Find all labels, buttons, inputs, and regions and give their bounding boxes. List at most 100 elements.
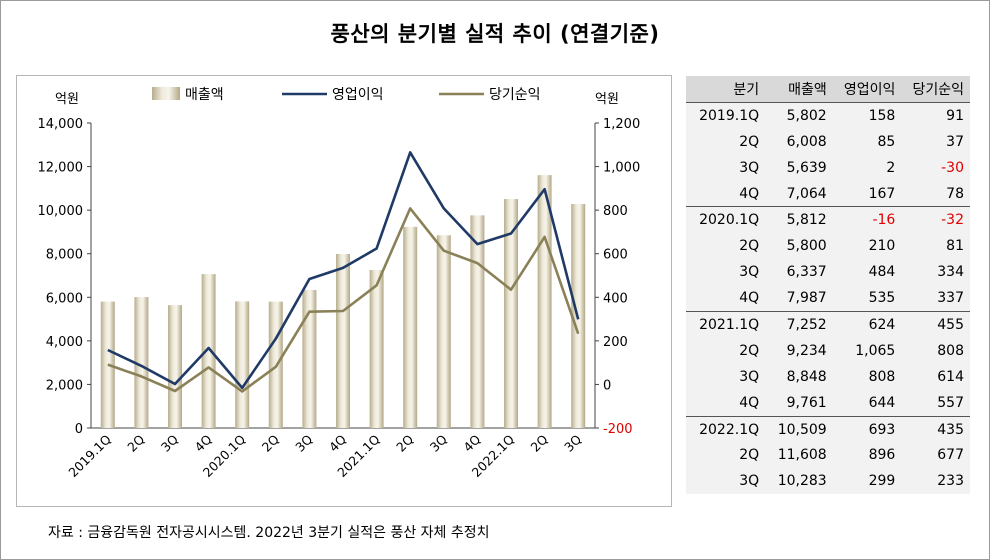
- x-tick-label: 2Q: [393, 431, 416, 454]
- header-net-income: 당기순익: [901, 76, 970, 103]
- cell-quarter: 4Q: [686, 180, 768, 208]
- left-axis-label: 억원: [55, 92, 79, 107]
- cell-net-income: 81: [901, 233, 970, 260]
- revenue-bar: [201, 274, 216, 428]
- cell-revenue: 10,283: [767, 468, 833, 495]
- quarterly-results-chart: 0 2,000 4,000 6,000 8,000 10,000 12,000 14,000 -…: [38, 87, 640, 480]
- legend-net-label: 당기순익: [489, 87, 541, 103]
- x-tick-label: 4Q: [326, 431, 349, 454]
- cell-net-income: 808: [901, 337, 970, 364]
- x-tick-label: 3Q: [561, 431, 584, 454]
- cell-quarter: 2022.1Q: [686, 416, 768, 443]
- right-tick-label: 800: [603, 204, 628, 219]
- cell-net-income: 614: [901, 363, 970, 390]
- header-operating-profit: 영업이익: [832, 76, 902, 103]
- right-tick-label: 600: [603, 248, 628, 263]
- cell-quarter: 2Q: [686, 128, 768, 155]
- left-tick-label: 12,000: [38, 161, 84, 176]
- cell-net-income: 337: [901, 285, 970, 313]
- cell-operating-profit: 535: [832, 285, 902, 313]
- cell-revenue: 9,234: [767, 337, 833, 364]
- revenue-bar: [134, 297, 149, 428]
- header-revenue: 매출액: [767, 76, 833, 103]
- cell-operating-profit: 85: [832, 128, 902, 155]
- table-row: 2Q 5,800 210 81: [686, 233, 970, 260]
- cell-quarter: 3Q: [686, 154, 768, 181]
- left-tick-label: 0: [75, 422, 83, 437]
- right-tick-label: 400: [603, 291, 628, 306]
- table-row: 3Q 5,639 2 -30: [686, 154, 970, 181]
- revenue-bar: [369, 270, 384, 428]
- cell-operating-profit: 210: [832, 233, 902, 260]
- revenue-bar: [302, 289, 317, 428]
- revenue-bar: [168, 305, 182, 428]
- cell-quarter: 2019.1Q: [686, 102, 768, 129]
- x-tick-label: 2Q: [259, 431, 282, 454]
- revenue-bar: [403, 226, 418, 428]
- revenue-bar: [235, 301, 250, 428]
- cell-net-income: 91: [901, 102, 970, 129]
- net-income-line: [107, 207, 580, 393]
- right-tick-label: 1,200: [603, 117, 640, 132]
- cell-quarter: 2Q: [686, 442, 768, 469]
- cell-revenue: 6,337: [767, 259, 833, 286]
- cell-revenue: 7,064: [767, 180, 833, 208]
- right-axis-label: 억원: [595, 92, 619, 107]
- left-tick-label: 14,000: [38, 117, 84, 132]
- table-row: 2Q 11,608 896 677: [686, 442, 970, 469]
- x-tick-label: 3Q: [292, 431, 315, 454]
- x-tick-label: 4Q: [460, 431, 483, 454]
- operating-profit-line: [107, 151, 580, 390]
- figure-title: 풍산의 분기별 실적 추이 (연결기준): [330, 22, 660, 46]
- cell-revenue: 7,252: [767, 311, 833, 338]
- x-tick-label: 3Q: [158, 431, 181, 454]
- cell-quarter: 2020.1Q: [686, 206, 768, 234]
- cell-operating-profit: 624: [832, 311, 902, 338]
- cell-revenue: 5,800: [767, 233, 833, 260]
- results-table: 분기 매출액 영업이익 당기순익 2019.1Q 5,802 158 91 2Q 6,00…: [686, 76, 970, 495]
- chart-panel: 0 2,000 4,000 6,000 8,000 10,000 12,000 14,000 -…: [16, 75, 672, 507]
- source-note: 자료 : 금융감독원 전자공시시스템. 2022년 3분기 실적은 풍산 자체 …: [48, 525, 490, 541]
- cell-revenue: 6,008: [767, 128, 833, 155]
- left-tick-label: 10,000: [38, 204, 84, 219]
- cell-quarter: 2Q: [686, 337, 768, 364]
- cell-revenue: 5,802: [767, 102, 833, 129]
- cell-operating-profit: 693: [832, 416, 902, 443]
- cell-quarter: 3Q: [686, 363, 768, 390]
- table-row: 2022.1Q 10,509 693 435: [686, 416, 970, 443]
- revenue-bar: [504, 199, 518, 428]
- table-row: 3Q 6,337 484 334: [686, 259, 970, 286]
- table-header-row: 분기 매출액 영업이익 당기순익: [686, 76, 970, 103]
- cell-operating-profit: 167: [832, 180, 902, 208]
- cell-net-income: -32: [901, 206, 970, 234]
- legend-operating-label: 영업이익: [332, 87, 384, 103]
- cell-net-income: 78: [901, 180, 970, 208]
- revenue-bar: [537, 175, 552, 428]
- table-row: 4Q 7,064 167 78: [686, 180, 970, 208]
- x-tick-label: 2Q: [124, 431, 147, 454]
- cell-net-income: 677: [901, 442, 970, 469]
- cell-quarter: 2021.1Q: [686, 311, 768, 338]
- cell-quarter: 3Q: [686, 468, 768, 495]
- revenue-bar: [436, 235, 451, 428]
- header-quarter: 분기: [686, 76, 768, 103]
- table-row: 4Q 9,761 644 557: [686, 389, 970, 417]
- table-row: 2Q 6,008 85 37: [686, 128, 970, 155]
- cell-operating-profit: 299: [832, 468, 902, 495]
- cell-net-income: 233: [901, 468, 970, 495]
- x-tick-label: 3Q: [427, 431, 450, 454]
- cell-net-income: 455: [901, 311, 970, 338]
- table-row: 2021.1Q 7,252 624 455: [686, 311, 970, 338]
- cell-net-income: -30: [901, 154, 970, 181]
- x-tick-label: 2Q: [528, 431, 551, 454]
- cell-revenue: 8,848: [767, 363, 833, 390]
- right-tick-label: -200: [603, 422, 633, 437]
- table-row: 2020.1Q 5,812 -16 -32: [686, 206, 970, 234]
- left-tick-label: 4,000: [46, 335, 83, 350]
- left-tick-label: 2,000: [46, 378, 83, 393]
- cell-quarter: 3Q: [686, 259, 768, 286]
- left-tick-label: 6,000: [46, 291, 83, 306]
- legend-revenue-swatch: [152, 87, 180, 100]
- left-tick-label: 8,000: [46, 248, 83, 263]
- table-row: 4Q 7,987 535 337: [686, 285, 970, 313]
